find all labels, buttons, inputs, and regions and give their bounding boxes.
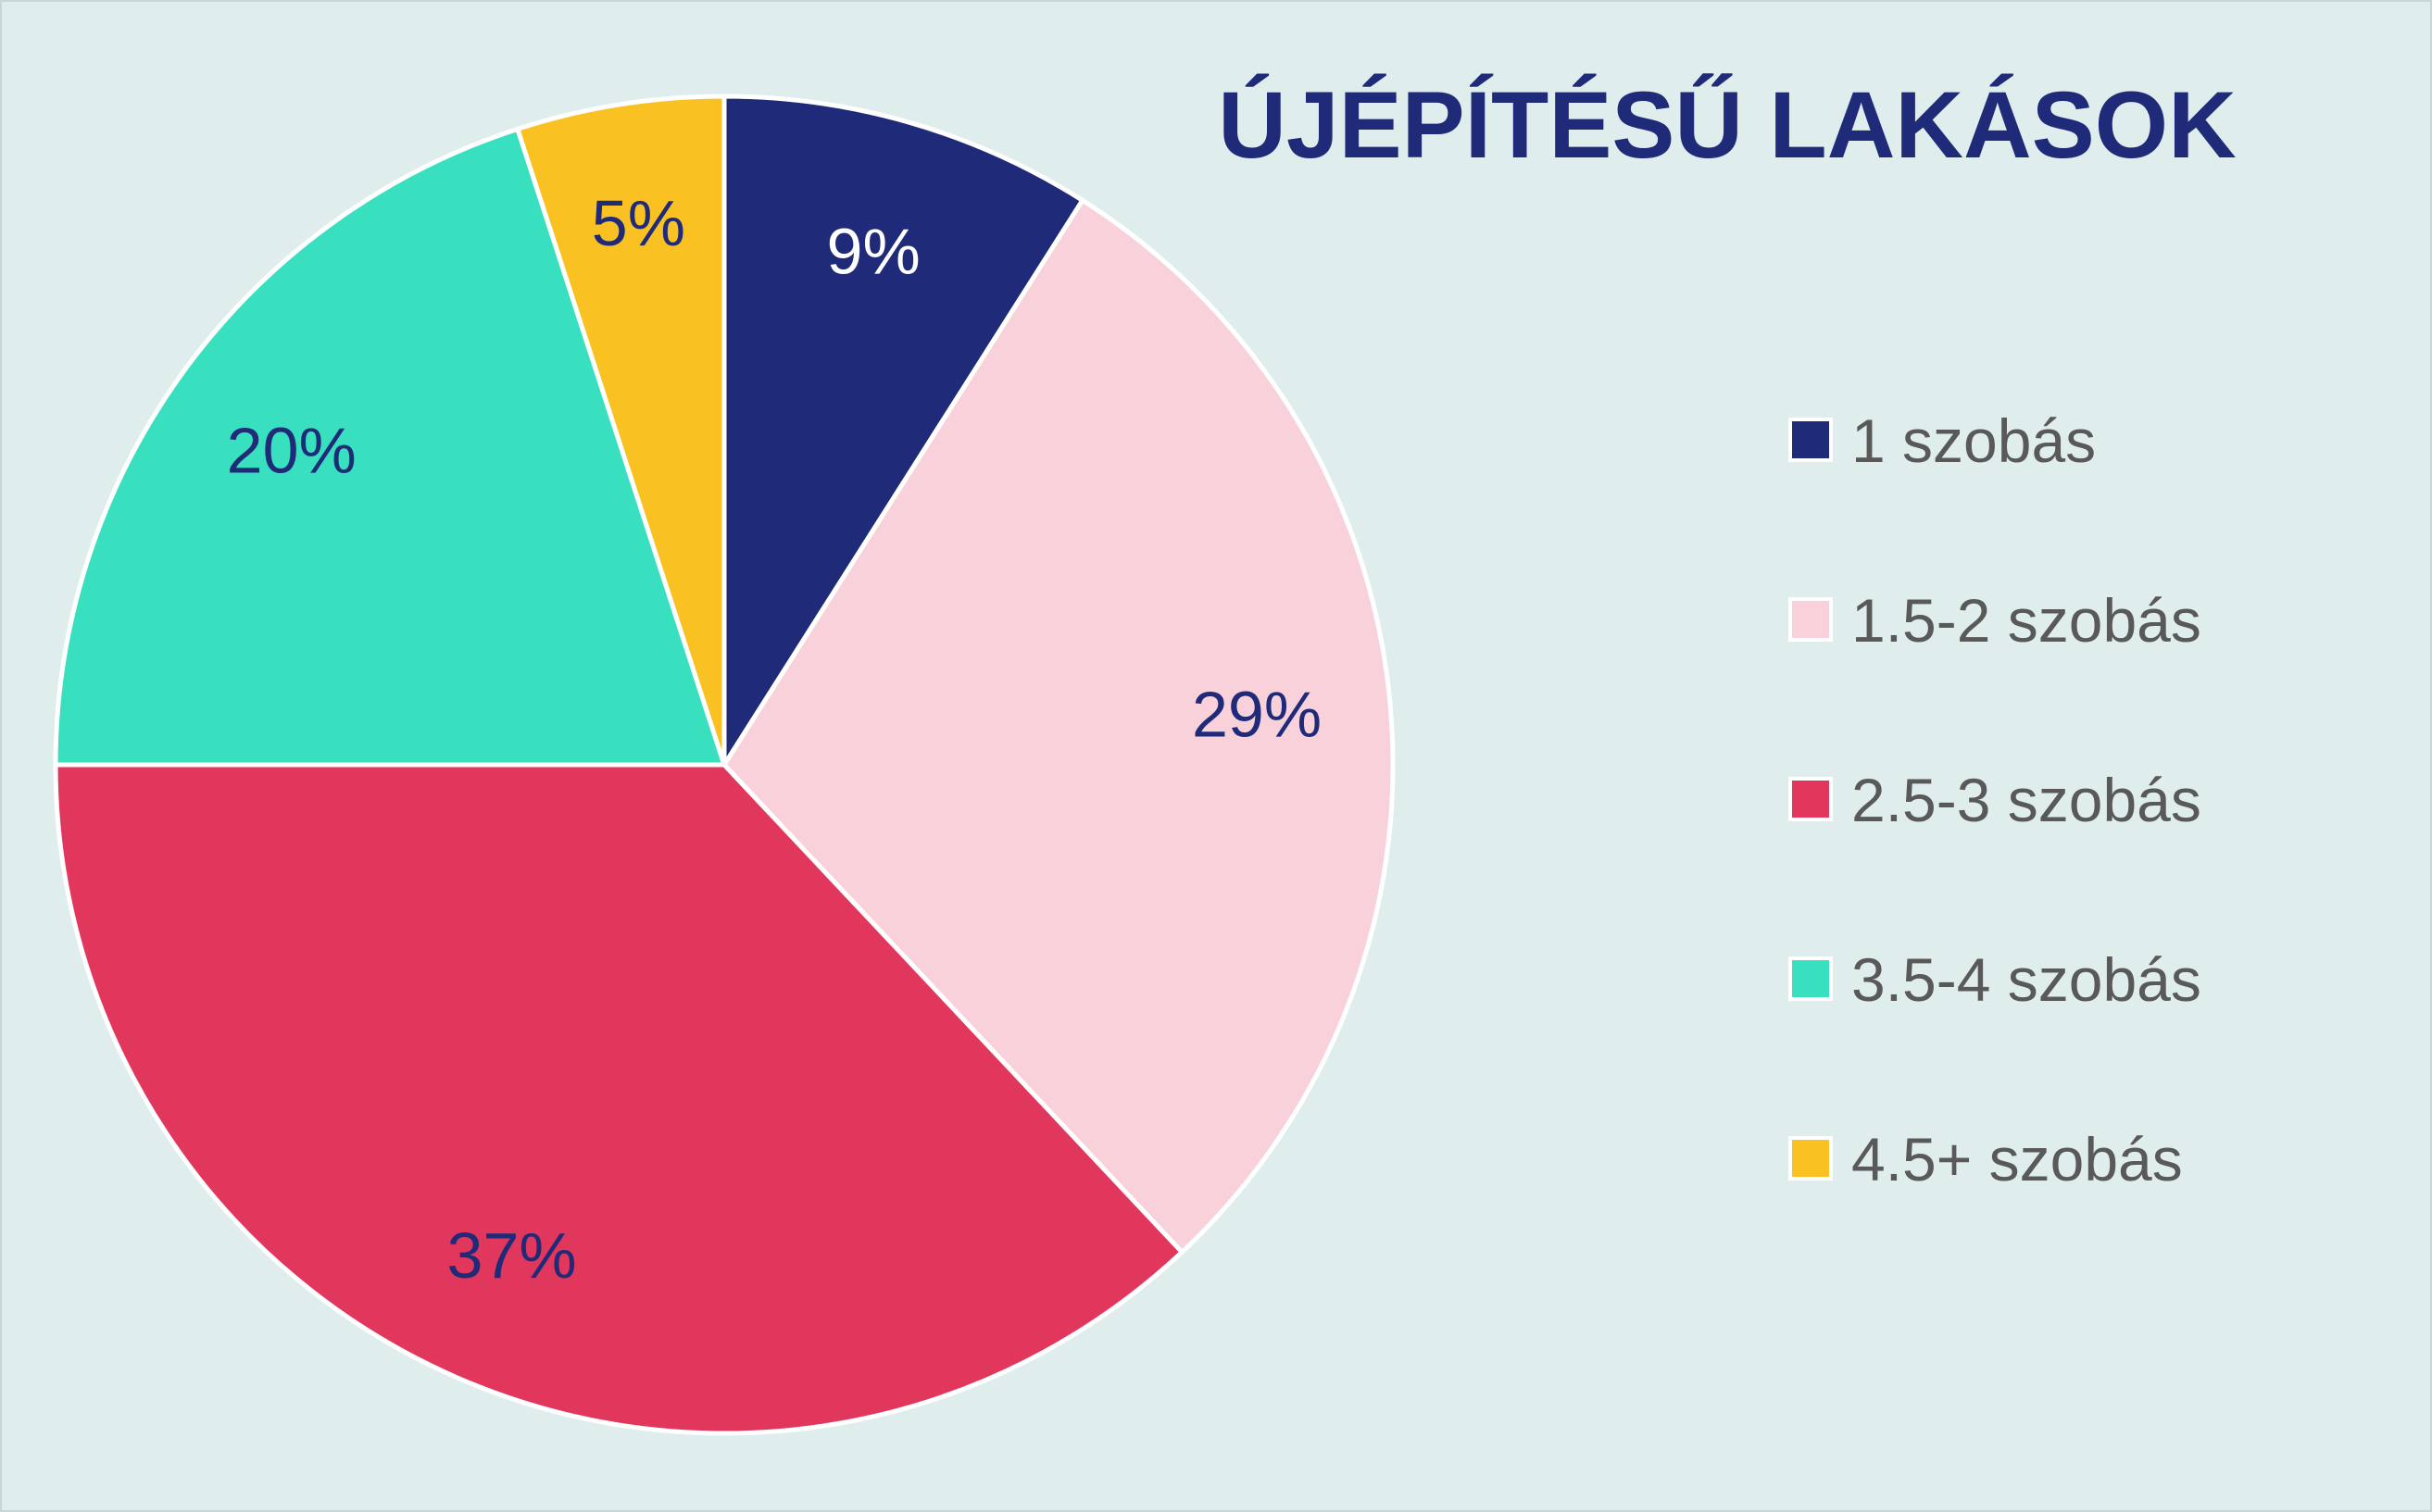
- pie-slice-2: [721, 197, 1396, 1255]
- chart-title: ÚJÉPÍTÉSŰ LAKÁSOK: [1218, 72, 2237, 178]
- pie-value-label-2: 29%: [1192, 679, 1322, 751]
- pie-slice-1: [721, 94, 1085, 768]
- legend-label-4: 3.5-4 szobás: [1851, 945, 2201, 1014]
- legend-swatch-4: [1788, 956, 1833, 1001]
- legend-swatch-5: [1788, 1136, 1833, 1181]
- pie-value-label-5: 5%: [592, 187, 685, 259]
- pie-value-label-3: 37%: [447, 1219, 577, 1292]
- legend-swatch-2: [1788, 597, 1833, 642]
- legend-label-5: 4.5+ szobás: [1851, 1125, 2183, 1193]
- pie-slice-3: [53, 762, 1185, 1436]
- legend-label-2: 1.5-2 szobás: [1851, 586, 2201, 655]
- legend-label-1: 1 szobás: [1851, 406, 2096, 475]
- pie-slices: [53, 94, 1396, 1436]
- legend: 1 szobás 1.5-2 szobás 2.5-3 szobás 3.5-4 sz…: [1788, 406, 2201, 1193]
- legend-label-3: 2.5-3 szobás: [1851, 766, 2201, 834]
- pie-slice-4: [53, 126, 727, 768]
- legend-swatch-3: [1788, 777, 1833, 821]
- pie-value-label-1: 9%: [827, 215, 921, 287]
- pie-slice-5: [515, 94, 727, 768]
- pie-value-labels: 9% 29% 37% 20% 5%: [227, 187, 1322, 1292]
- pie-value-label-4: 20%: [227, 414, 357, 486]
- legend-swatch-1: [1788, 418, 1833, 462]
